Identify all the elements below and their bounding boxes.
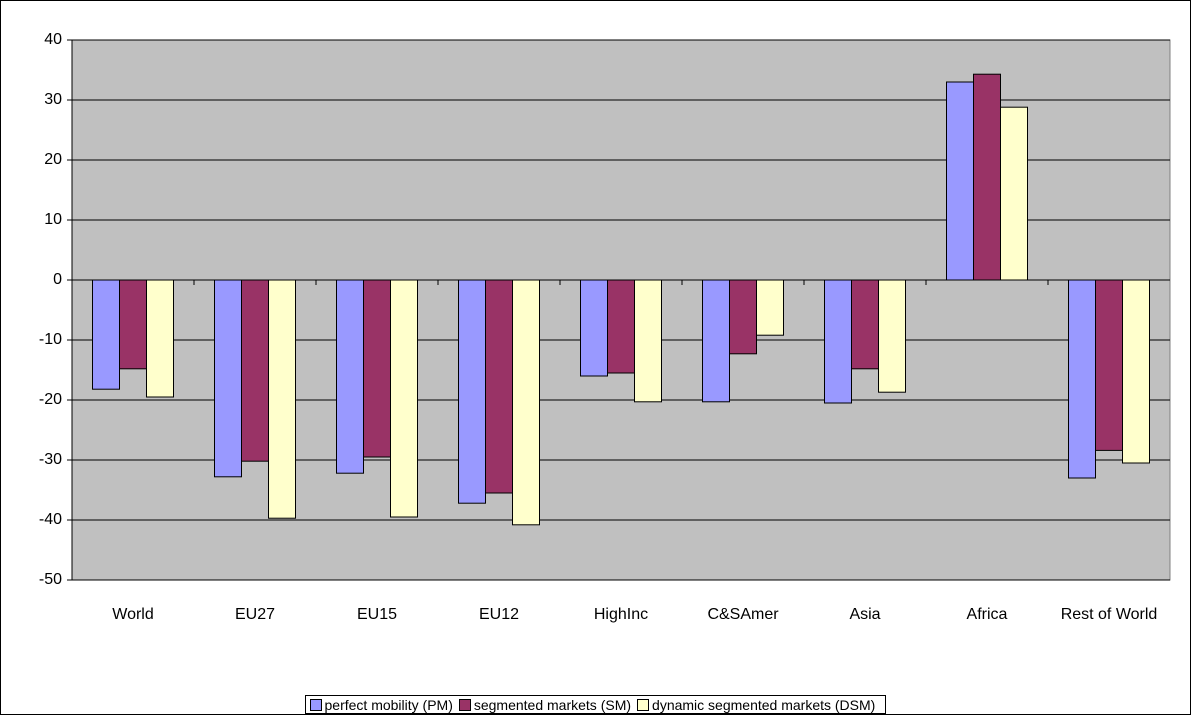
y-tick-label: 10: [44, 211, 62, 228]
bar: [485, 279, 513, 494]
bar: [1000, 106, 1028, 281]
y-tick-label: 0: [53, 271, 62, 288]
bar: [973, 73, 1001, 281]
bar: [946, 81, 974, 281]
legend-swatch: [637, 698, 650, 711]
x-tick-label: World: [112, 606, 154, 623]
y-tick-label: -10: [39, 331, 62, 348]
bar: [878, 279, 906, 393]
bar: [241, 279, 269, 462]
bar: [512, 279, 540, 526]
bar: [390, 279, 418, 518]
legend-label: segmented markets (SM): [473, 696, 632, 713]
x-tick-label: C&SAmer: [707, 606, 779, 623]
legend-item: dynamic segmented markets (DSM): [637, 697, 875, 713]
bar: [851, 279, 879, 370]
legend: perfect mobility (PM) segmented markets (…: [304, 695, 887, 714]
bar: [580, 279, 608, 377]
bar: [336, 279, 364, 474]
bar: [92, 279, 120, 390]
bar: [607, 279, 635, 374]
y-tick-label: 20: [44, 151, 62, 168]
legend-swatch: [458, 698, 471, 711]
x-tick-label: HighInc: [593, 606, 649, 623]
legend-label: dynamic segmented markets (DSM): [652, 696, 876, 713]
bar: [824, 279, 852, 404]
bar: [702, 279, 730, 403]
y-tick-label: -30: [39, 451, 62, 468]
bar: [268, 279, 296, 519]
y-tick-label: -20: [39, 391, 62, 408]
bar: [119, 279, 147, 370]
y-tick-label: 40: [44, 31, 62, 48]
bar: [1068, 279, 1096, 479]
x-tick-label: Rest of World: [1060, 606, 1158, 623]
x-tick-label: EU15: [356, 606, 398, 623]
bar: [729, 279, 757, 355]
x-tick-label: Asia: [849, 606, 881, 623]
x-tick-label: EU27: [234, 606, 276, 623]
bar: [458, 279, 486, 504]
y-tick-label: 30: [44, 91, 62, 108]
legend-item: perfect mobility (PM): [309, 696, 453, 713]
legend-item: segmented markets (SM): [458, 696, 632, 713]
bar: [1095, 279, 1123, 451]
bar: [214, 279, 242, 478]
y-tick-label: -40: [39, 511, 62, 528]
bar: [1122, 279, 1150, 464]
legend-label: perfect mobility (PM): [324, 696, 453, 713]
legend-swatch: [309, 698, 322, 711]
x-tick-label: EU12: [478, 606, 520, 623]
x-tick-label: Africa: [966, 606, 1008, 623]
y-tick-label: -50: [39, 571, 62, 588]
bar: [146, 279, 174, 398]
bar: [756, 279, 784, 336]
bar: [634, 279, 662, 403]
bar: [363, 279, 391, 458]
